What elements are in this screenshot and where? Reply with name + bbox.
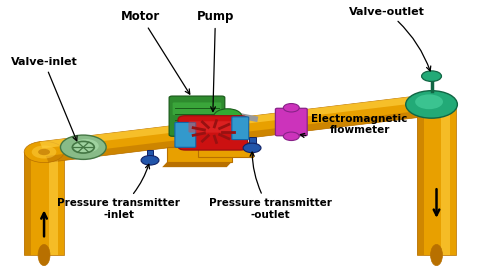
Text: Pressure transmitter
-outlet: Pressure transmitter -outlet	[208, 152, 332, 220]
Text: Motor: Motor	[122, 10, 190, 94]
FancyBboxPatch shape	[175, 123, 196, 147]
Circle shape	[284, 104, 300, 112]
Circle shape	[422, 71, 442, 81]
Text: Valve-inlet: Valve-inlet	[10, 57, 78, 141]
Text: Pressure transmitter
-inlet: Pressure transmitter -inlet	[57, 164, 180, 220]
Polygon shape	[46, 109, 441, 162]
FancyBboxPatch shape	[232, 117, 248, 140]
Circle shape	[214, 109, 242, 124]
Circle shape	[243, 143, 261, 153]
FancyBboxPatch shape	[248, 137, 256, 148]
FancyBboxPatch shape	[198, 142, 252, 157]
FancyBboxPatch shape	[49, 152, 58, 255]
Polygon shape	[162, 162, 232, 167]
FancyBboxPatch shape	[442, 104, 450, 255]
FancyBboxPatch shape	[178, 116, 248, 150]
FancyBboxPatch shape	[416, 104, 457, 255]
FancyBboxPatch shape	[24, 152, 64, 255]
FancyBboxPatch shape	[167, 147, 232, 162]
Text: Electromagnetic
flowmeter: Electromagnetic flowmeter	[300, 114, 408, 138]
Circle shape	[424, 98, 449, 111]
Ellipse shape	[38, 245, 50, 266]
FancyBboxPatch shape	[276, 108, 307, 136]
FancyBboxPatch shape	[24, 152, 31, 255]
Circle shape	[284, 132, 300, 140]
Circle shape	[415, 95, 443, 109]
FancyBboxPatch shape	[169, 96, 225, 136]
Circle shape	[60, 135, 106, 159]
Ellipse shape	[430, 245, 442, 266]
Circle shape	[430, 101, 442, 108]
FancyBboxPatch shape	[146, 150, 154, 160]
FancyBboxPatch shape	[416, 104, 424, 255]
Circle shape	[406, 91, 458, 118]
Circle shape	[32, 146, 56, 159]
Circle shape	[24, 142, 64, 163]
Circle shape	[38, 149, 50, 155]
Circle shape	[73, 139, 98, 153]
FancyBboxPatch shape	[188, 121, 237, 133]
Text: Valve-outlet: Valve-outlet	[349, 7, 431, 71]
Text: Pump: Pump	[197, 10, 234, 112]
FancyBboxPatch shape	[172, 103, 222, 115]
Circle shape	[416, 94, 457, 115]
Polygon shape	[40, 94, 441, 162]
Polygon shape	[40, 94, 435, 148]
Circle shape	[141, 156, 159, 165]
